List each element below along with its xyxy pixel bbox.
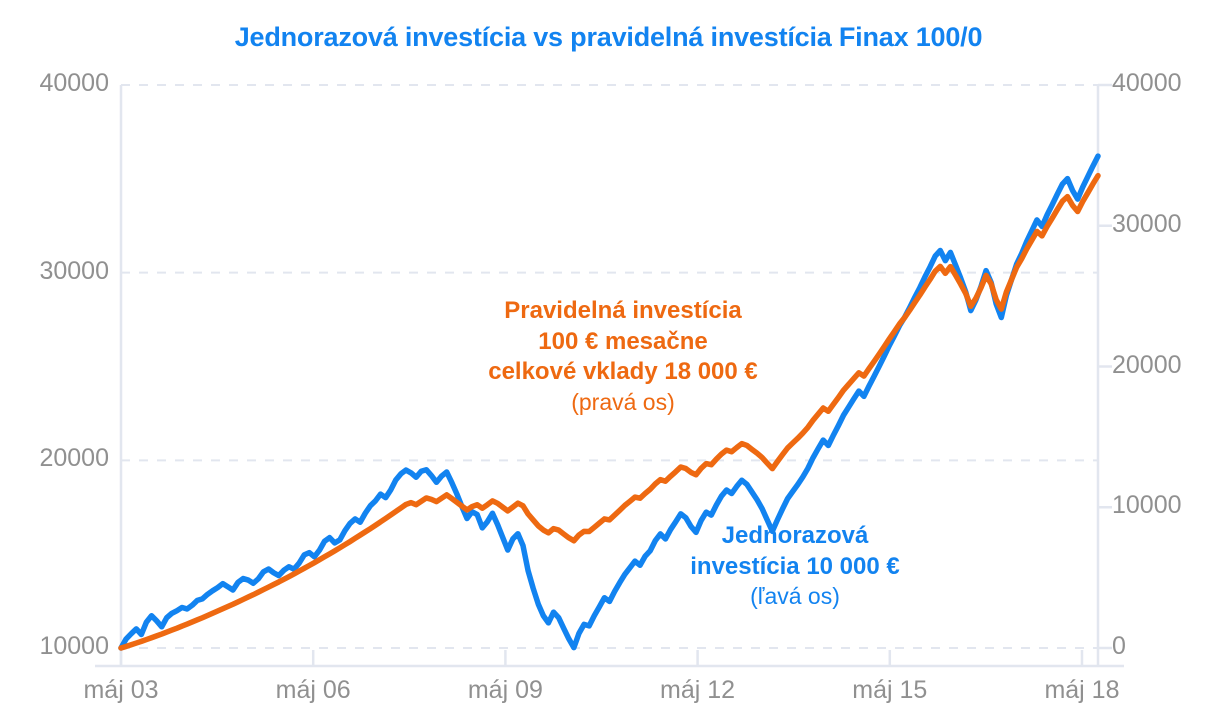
x-axis-tick-maj-12: máj 12 [660,676,736,704]
annotation-regular-line-2: 100 € mesačne [538,327,708,355]
chart-title: Jednorazová investícia vs pravidelná inv… [234,22,983,52]
x-axis-tick-maj-15: máj 15 [852,676,928,704]
y-axis-right-tick-10000: 10000 [1112,491,1182,520]
x-axis-tick-maj-18: máj 18 [1044,676,1120,704]
annotation-lumpsum-axis-note: (ľavá os) [750,583,840,610]
y-axis-left-tick-30000: 30000 [39,256,109,285]
annotation-regular-line-1: Pravidelná investícia [504,297,742,324]
annotation-lumpsum-line-2: investícia 10 000 € [690,552,900,580]
x-axis-tick-maj-09: máj 09 [467,676,543,704]
y-axis-left-tick-10000: 10000 [39,632,109,660]
y-axis-right-tick-0: 0 [1112,632,1126,660]
y-axis-right-tick-20000: 20000 [1112,350,1182,379]
annotation-regular-investment: Pravidelná investícia 100 € mesačne celk… [403,296,843,418]
y-axis-left-tick-40000: 40000 [39,69,109,97]
y-axis-right-tick-30000: 30000 [1112,209,1182,238]
x-axis-tick-maj-03: máj 03 [83,676,159,704]
annotation-regular-line-3: celkové vklady 18 000 € [488,358,758,386]
annotation-regular-axis-note: (pravá os) [571,389,675,416]
annotation-lumpsum-investment: Jednorazová investícia 10 000 € (ľavá os… [600,521,990,612]
series-line-1 [118,172,1101,651]
y-axis-left-tick-20000: 20000 [39,444,109,473]
x-axis-tick-maj-06: máj 06 [275,676,351,704]
annotation-lumpsum-line-1: Jednorazová [721,522,869,549]
y-axis-right-tick-40000: 40000 [1112,69,1182,97]
series-line-0 [118,153,1101,651]
